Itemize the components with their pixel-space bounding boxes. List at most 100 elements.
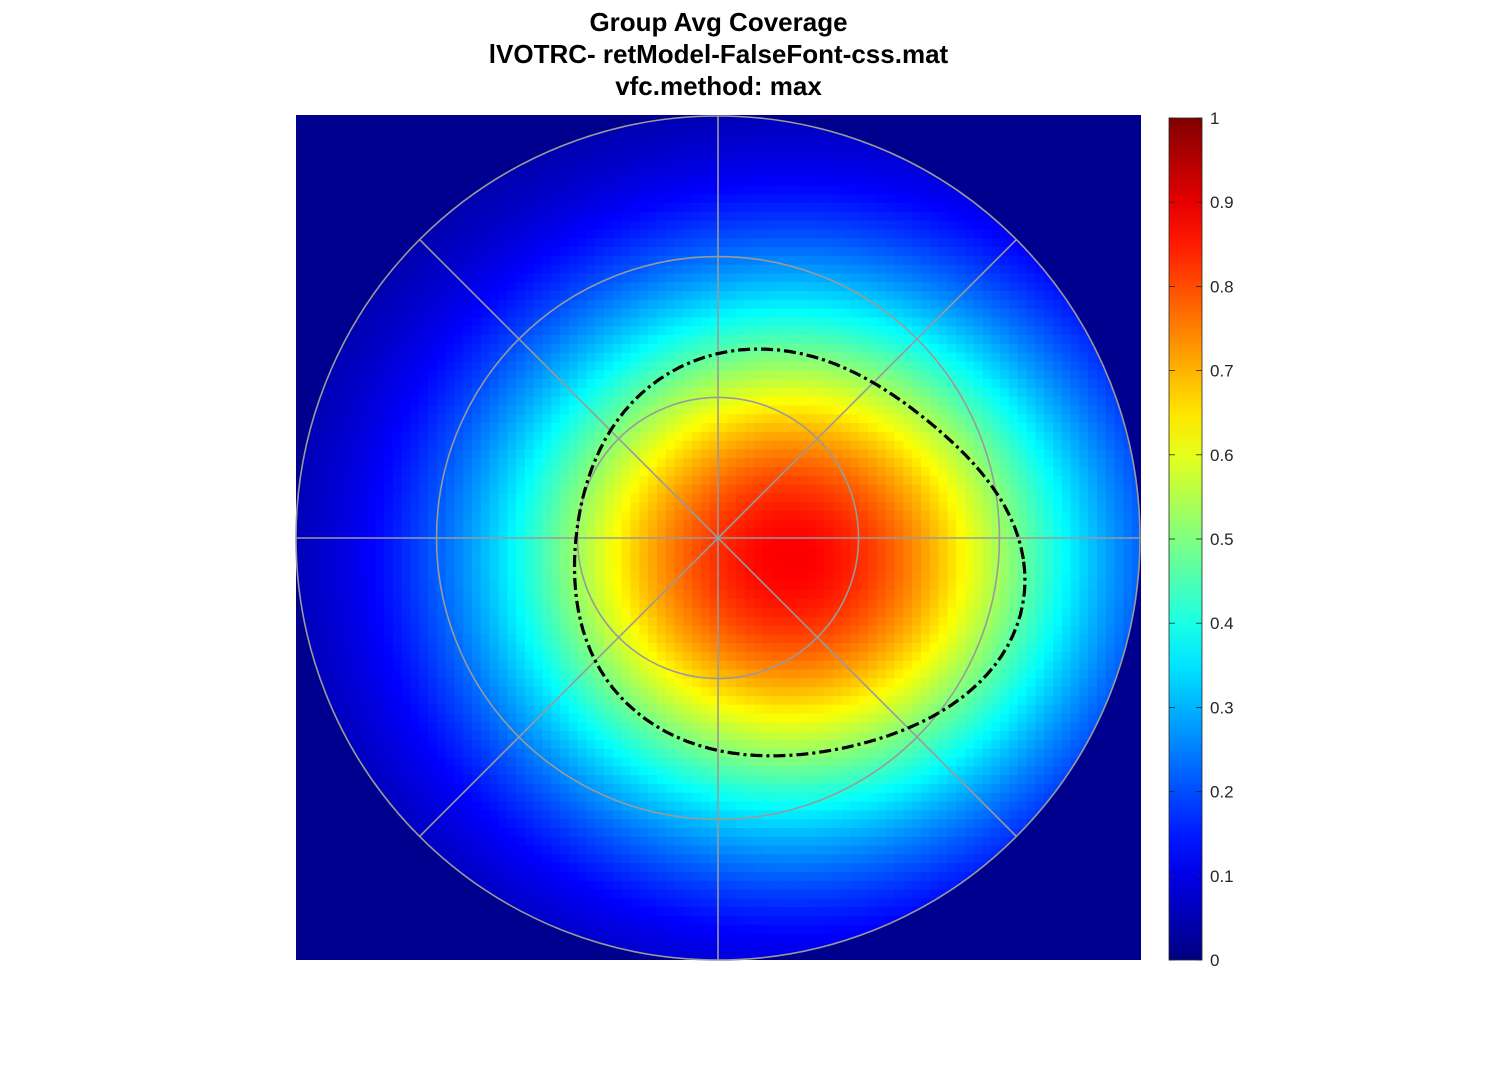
heatmap-cell <box>1070 335 1080 345</box>
heatmap-cell <box>1035 423 1045 433</box>
heatmap-cell <box>1008 599 1019 609</box>
heatmap-cell <box>1000 519 1010 530</box>
heatmap-cell <box>375 625 385 635</box>
heatmap-cell <box>1035 440 1045 451</box>
heatmap-cell <box>419 255 429 266</box>
heatmap-cell <box>419 291 429 301</box>
heatmap-cell <box>700 255 711 266</box>
heatmap-cell <box>322 546 332 556</box>
heatmap-cell <box>982 211 992 222</box>
heatmap-cell <box>903 361 913 371</box>
heatmap-cell <box>516 475 526 486</box>
heatmap-cell <box>736 590 746 600</box>
heatmap-cell <box>498 467 508 477</box>
heatmap-cell <box>674 414 684 424</box>
heatmap-cell <box>929 176 940 187</box>
heatmap-cell <box>1088 405 1098 415</box>
heatmap-cell <box>542 247 552 257</box>
heatmap-cell <box>929 361 940 371</box>
heatmap-cell <box>929 387 940 398</box>
heatmap-cell <box>674 203 684 213</box>
heatmap-cell <box>1079 511 1089 521</box>
heatmap-cell <box>1026 379 1036 389</box>
heatmap-cell <box>806 238 816 248</box>
heatmap-cell <box>991 519 1001 530</box>
heatmap-cell <box>445 317 456 327</box>
heatmap-cell <box>964 264 975 275</box>
heatmap-cell <box>894 299 904 310</box>
heatmap-cell <box>322 563 332 574</box>
heatmap-cell <box>639 634 649 644</box>
heatmap-cell <box>780 185 790 195</box>
heatmap-cell <box>938 220 948 231</box>
heatmap-cell <box>920 607 931 618</box>
heatmap-cell <box>516 396 526 407</box>
heatmap-cell <box>1026 493 1036 503</box>
heatmap-cell <box>903 572 913 583</box>
heatmap-cell <box>392 282 403 292</box>
heatmap-cell <box>542 150 552 160</box>
heatmap-cell <box>744 449 755 459</box>
heatmap-cell <box>498 440 508 451</box>
heatmap-cell <box>621 273 632 283</box>
heatmap-cell <box>472 211 482 222</box>
heatmap-cell <box>736 203 746 213</box>
heatmap-cell <box>392 308 403 319</box>
heatmap-cell <box>1070 607 1080 618</box>
heatmap-cell <box>1017 616 1028 627</box>
heatmap-cell <box>656 159 667 169</box>
heatmap-cell <box>709 185 720 195</box>
heatmap-cell <box>542 229 552 239</box>
heatmap-cell <box>648 502 658 512</box>
heatmap-cell <box>595 141 605 151</box>
heatmap-cell <box>762 458 772 468</box>
heatmap-cell <box>929 563 940 574</box>
heatmap-cell <box>815 537 825 547</box>
heatmap-cell <box>507 211 517 222</box>
heatmap-cell <box>771 203 781 213</box>
heatmap-cell <box>313 405 323 415</box>
heatmap-cell <box>401 343 412 354</box>
heatmap-cell <box>868 176 878 187</box>
heatmap-cell <box>1088 352 1098 363</box>
heatmap-cell <box>1070 546 1080 556</box>
heatmap-cell <box>445 475 456 486</box>
heatmap-cell <box>1052 643 1063 653</box>
heatmap-cell <box>665 599 676 609</box>
heatmap-cell <box>718 326 728 336</box>
heatmap-cell <box>1026 414 1036 424</box>
heatmap-cell <box>296 546 306 556</box>
heatmap-cell <box>885 546 896 556</box>
heatmap-cell <box>1105 599 1116 609</box>
heatmap-cell <box>375 643 385 653</box>
heatmap-cell <box>780 194 790 204</box>
heatmap-cell <box>586 291 596 301</box>
heatmap-cell <box>929 528 940 539</box>
heatmap-cell <box>551 150 561 160</box>
heatmap-cell <box>313 546 323 556</box>
heatmap-cell <box>1000 475 1010 486</box>
heatmap-cell <box>542 255 552 266</box>
heatmap-cell <box>912 519 922 530</box>
heatmap-cell <box>1017 299 1028 310</box>
heatmap-cell <box>1105 616 1116 627</box>
heatmap-cell <box>709 255 720 266</box>
heatmap-cell <box>903 555 913 565</box>
heatmap-cell <box>630 370 640 380</box>
heatmap-cell <box>1035 625 1045 635</box>
heatmap-cell <box>868 519 878 530</box>
heatmap-cell <box>480 194 491 204</box>
heatmap-cell <box>489 590 500 600</box>
heatmap-cell <box>956 396 966 407</box>
heatmap-cell <box>498 247 508 257</box>
heatmap-cell <box>824 528 834 539</box>
heatmap-cell <box>692 423 702 433</box>
heatmap-cell <box>392 387 403 398</box>
heatmap-cell <box>947 238 957 248</box>
heatmap-cell <box>384 361 394 371</box>
heatmap-cell <box>401 449 412 459</box>
heatmap-cell <box>304 458 315 468</box>
heatmap-cell <box>797 431 808 442</box>
heatmap-cell <box>973 396 984 407</box>
heatmap-cell <box>859 282 869 292</box>
